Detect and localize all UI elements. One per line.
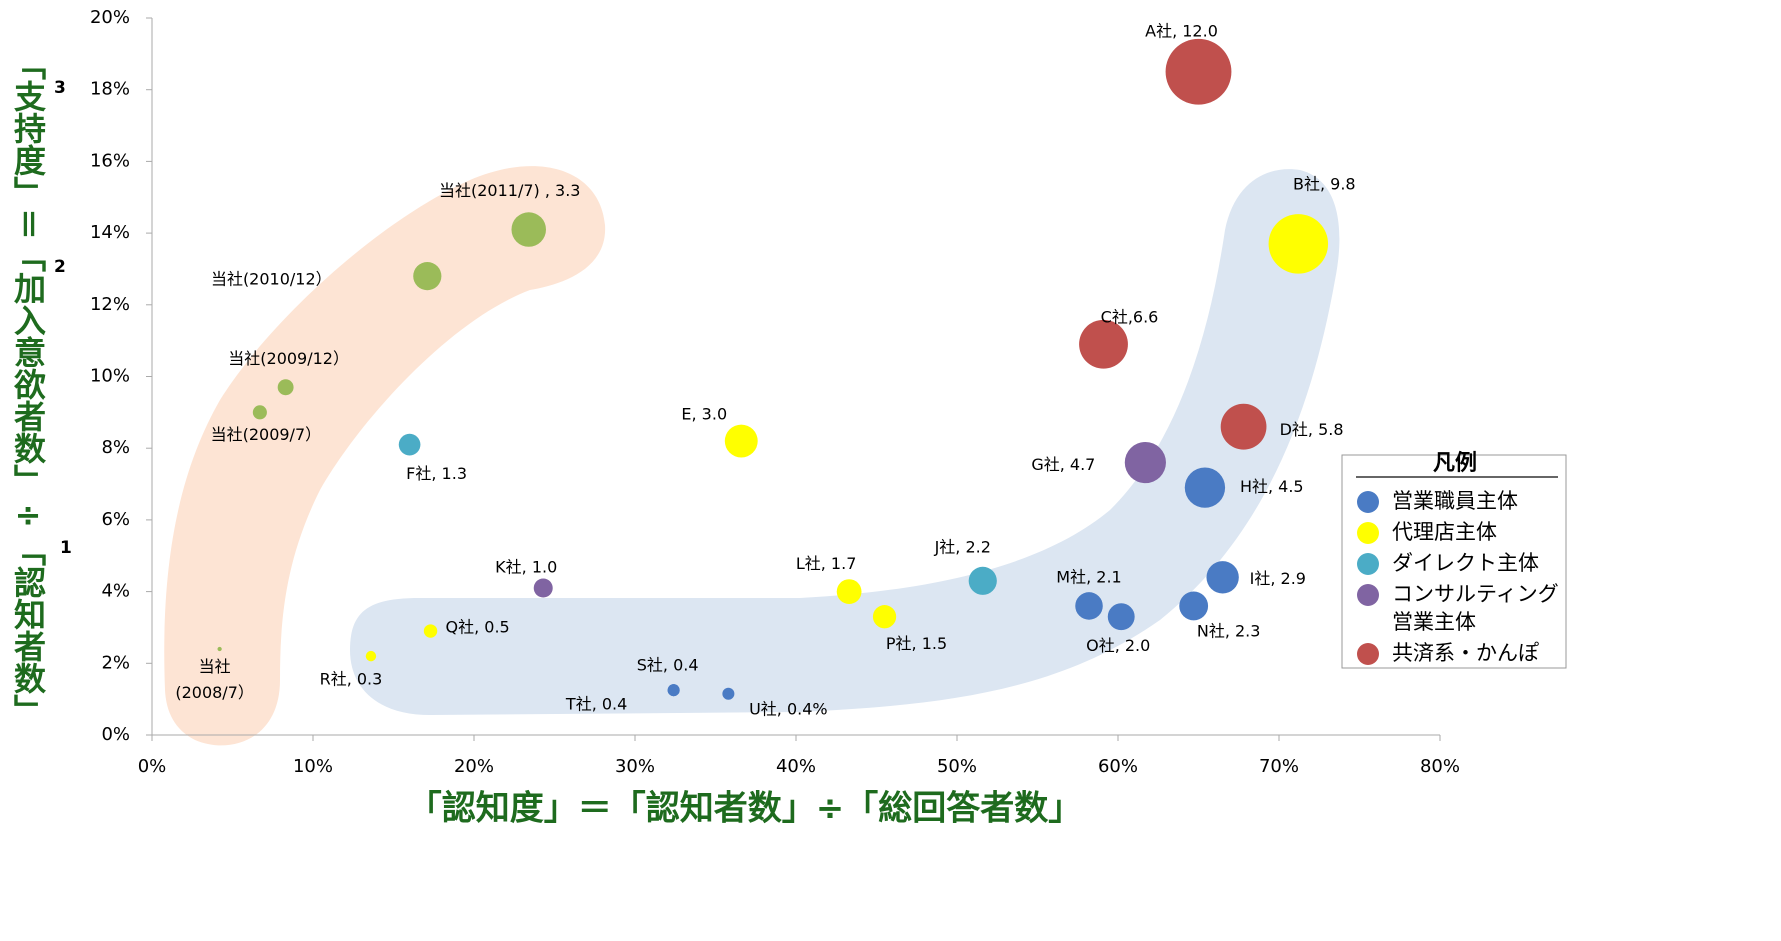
data-label: G社, 4.7	[1031, 455, 1095, 474]
bubble	[1075, 592, 1103, 620]
data-label: 当社(2010/12）	[211, 270, 332, 289]
bubble	[277, 379, 294, 396]
highlight-area	[350, 169, 1340, 716]
legend-marker	[1357, 643, 1379, 665]
data-label: H社, 4.5	[1240, 477, 1304, 496]
y-label-mark: 2	[54, 257, 66, 277]
legend-box	[1341, 454, 1567, 669]
bubble	[413, 262, 442, 291]
bubble	[423, 624, 438, 638]
y-tick-label: 14%	[90, 222, 130, 243]
data-label: C社,6.6	[1101, 308, 1159, 327]
data-label: Q社, 0.5	[446, 618, 510, 637]
x-tick-label: 60%	[1098, 756, 1138, 777]
bubble	[511, 212, 546, 247]
y-tick-label: 6%	[101, 509, 130, 530]
legend-label: 営業職員主体	[1392, 489, 1518, 513]
bubble	[365, 650, 377, 662]
legend-marker	[1357, 553, 1379, 575]
x-tick-label: 70%	[1259, 756, 1299, 777]
highlight-area	[164, 166, 606, 746]
x-tick-label: 30%	[615, 756, 655, 777]
data-label: 当社(2009/7）	[211, 425, 322, 444]
data-label: U社, 0.4%	[749, 699, 828, 718]
bubble	[1165, 38, 1232, 105]
data-label: D社, 5.8	[1280, 420, 1344, 439]
bubble	[836, 579, 862, 604]
x-tick-label: 0%	[138, 756, 167, 777]
data-label: A社, 12.0	[1145, 21, 1218, 40]
legend-marker	[1357, 522, 1379, 544]
bubble	[1079, 319, 1128, 369]
bubble	[1206, 561, 1239, 594]
bubble	[1220, 403, 1267, 450]
data-label: E, 3.0	[681, 405, 727, 424]
y-tick-label: 20%	[90, 7, 130, 28]
bubble	[252, 405, 267, 420]
data-label: 当社(2011/7) , 3.3	[439, 181, 580, 200]
bubble	[1107, 603, 1135, 631]
legend-label: コンサルティング営業主体	[1392, 582, 1559, 634]
x-tick-label: 20%	[454, 756, 494, 777]
bubble	[217, 646, 222, 652]
data-label: M社, 2.1	[1056, 567, 1121, 586]
data-label: N社, 2.3	[1197, 621, 1261, 640]
data-label: O社, 2.0	[1086, 636, 1150, 655]
data-label: B社, 9.8	[1293, 174, 1356, 193]
legend-label: 共済系・かんぽ	[1392, 641, 1539, 665]
data-label: S社, 0.4	[637, 656, 699, 675]
x-axis-label: 「認知度」＝「認知者数」÷「総回答者数」	[408, 789, 1083, 829]
x-tick-label: 80%	[1420, 756, 1460, 777]
data-label: R社, 0.3	[320, 670, 383, 689]
x-tick-label: 50%	[937, 756, 977, 777]
data-label: F社, 1.3	[406, 464, 467, 483]
bubble	[398, 433, 421, 456]
y-tick-label: 10%	[90, 366, 130, 387]
legend-label: 代理店主体	[1392, 520, 1497, 544]
y-tick-label: 0%	[101, 724, 130, 745]
data-label: 当社(2008/7）	[175, 656, 254, 701]
bubble	[1124, 441, 1166, 484]
y-tick-label: 18%	[90, 79, 130, 100]
bubble	[968, 566, 997, 595]
x-tick-label: 40%	[776, 756, 816, 777]
bubble	[667, 684, 680, 697]
bubble	[872, 605, 897, 629]
bubble	[1184, 467, 1226, 508]
legend-marker	[1357, 491, 1379, 513]
bubble	[533, 578, 553, 598]
data-label: T社, 0.4	[565, 695, 627, 714]
y-label-mark: 3	[54, 78, 66, 98]
bubble	[722, 687, 735, 700]
y-tick-label: 16%	[90, 150, 130, 171]
data-label: I社, 2.9	[1250, 569, 1306, 588]
y-tick-label: 2%	[101, 652, 130, 673]
bubble	[1179, 591, 1209, 621]
bubble	[724, 424, 758, 458]
data-label: P社, 1.5	[886, 634, 947, 653]
bubble	[1268, 214, 1329, 274]
y-tick-label: 12%	[90, 294, 130, 315]
x-tick-label: 10%	[293, 756, 333, 777]
y-label-mark: 1	[60, 538, 72, 558]
data-label: K社, 1.0	[495, 558, 557, 577]
y-tick-label: 8%	[101, 437, 130, 458]
legend-label: ダイレクト主体	[1392, 551, 1539, 575]
y-axis-label: 「支持度」＝「加入意欲者数」÷「認知者数」	[9, 48, 47, 727]
y-tick-label: 4%	[101, 581, 130, 602]
data-label: J社, 2.2	[934, 537, 991, 556]
data-label: L社, 1.7	[796, 554, 857, 573]
data-label: 当社(2009/12）	[228, 349, 349, 368]
legend-marker	[1357, 584, 1379, 606]
legend-title: 凡例	[1433, 451, 1477, 476]
